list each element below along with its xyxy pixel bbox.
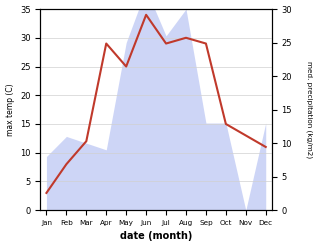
Y-axis label: max temp (C): max temp (C) bbox=[5, 83, 15, 136]
Y-axis label: med. precipitation (kg/m2): med. precipitation (kg/m2) bbox=[306, 61, 313, 158]
X-axis label: date (month): date (month) bbox=[120, 231, 192, 242]
